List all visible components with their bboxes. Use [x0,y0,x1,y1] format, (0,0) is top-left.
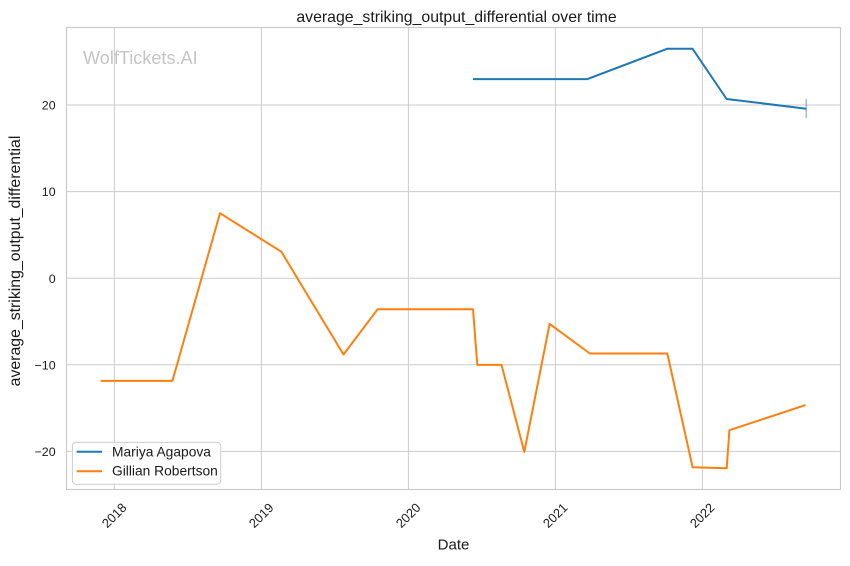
svg-text:2020: 2020 [393,500,424,531]
svg-text:average_striking_output_differ: average_striking_output_differential ove… [296,9,616,26]
svg-text:2018: 2018 [99,500,130,531]
svg-text:2021: 2021 [540,500,571,531]
svg-text:20: 20 [42,99,56,113]
svg-text:2022: 2022 [687,500,718,531]
svg-text:−20: −20 [35,445,56,459]
svg-text:WolfTickets.AI: WolfTickets.AI [83,48,198,68]
svg-text:−10: −10 [35,358,56,372]
svg-text:Gillian Robertson: Gillian Robertson [112,464,218,479]
svg-text:Mariya Agapova: Mariya Agapova [112,444,211,459]
svg-text:Date: Date [438,536,470,553]
svg-text:10: 10 [42,185,56,199]
svg-text:2019: 2019 [246,500,277,531]
svg-text:0: 0 [49,272,56,286]
svg-text:average_striking_output_differ: average_striking_output_differential [7,136,24,387]
